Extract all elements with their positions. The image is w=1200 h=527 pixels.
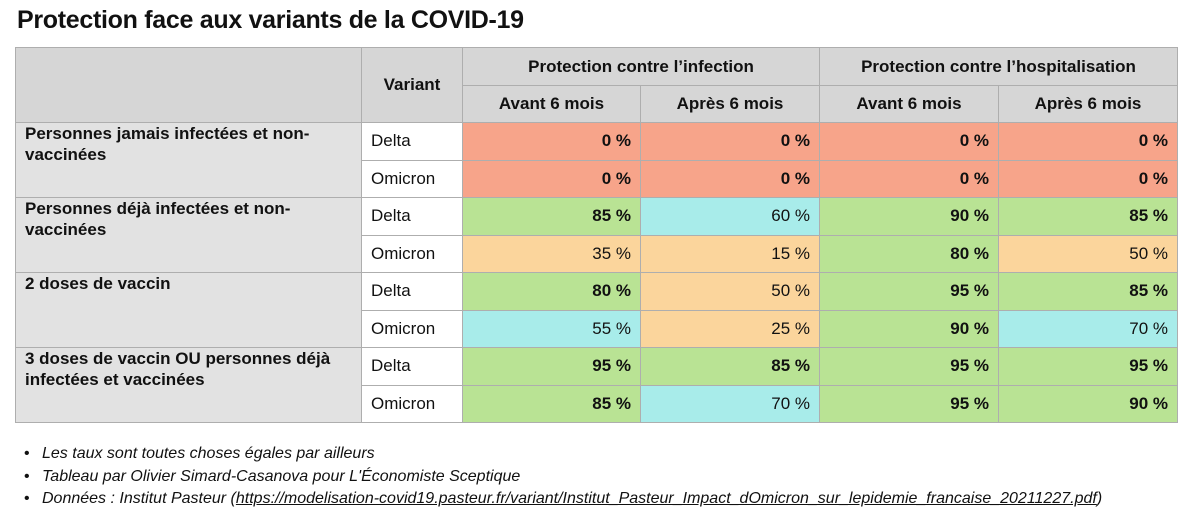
header-group-infection: Protection contre l’infection [462, 47, 820, 86]
table-body: Personnes jamais infectées et non-vaccin… [15, 122, 1178, 423]
value-cell: 95 % [819, 384, 999, 423]
variant-cell: Delta [361, 272, 463, 311]
value-cell: 85 % [998, 272, 1178, 311]
table-row: 3 doses de vaccin OU personnes déjà infe… [15, 347, 1178, 423]
value-cell: 90 % [998, 384, 1178, 423]
value-cell: 50 % [998, 234, 1178, 273]
note-source-suffix: ) [1096, 490, 1103, 507]
group-label: 3 doses de vaccin OU personnes déjà infe… [15, 347, 362, 423]
variant-cell: Omicron [361, 234, 463, 273]
value-cell: 50 % [640, 272, 820, 311]
value-cell: 95 % [819, 272, 999, 311]
group-label: Personnes jamais infectées et non-vaccin… [15, 122, 362, 198]
note-item-source: • Données : Institut Pasteur (https://mod… [24, 488, 1102, 511]
value-cell: 85 % [640, 347, 820, 386]
header-infection-after: Après 6 mois [640, 85, 820, 123]
notes-list: • Les taux sont toutes choses égales par … [24, 443, 1102, 511]
value-cell: 25 % [640, 309, 820, 348]
value-cell: 90 % [819, 197, 999, 236]
bullet-icon: • [24, 445, 30, 462]
value-cell: 95 % [819, 347, 999, 386]
variant-cell: Omicron [361, 384, 463, 423]
note-text: Tableau par Olivier Simard-Casanova pour… [42, 467, 521, 485]
value-cell: 0 % [462, 159, 641, 198]
value-cell: 95 % [462, 347, 641, 386]
value-cell: 95 % [998, 347, 1178, 386]
bullet-icon: • [24, 490, 30, 507]
header-row-periods: Avant 6 mois Après 6 mois Avant 6 mois A… [16, 85, 1178, 123]
header-corner [15, 47, 362, 123]
value-cell: 0 % [640, 159, 820, 198]
value-cell: 80 % [819, 234, 999, 273]
source-link[interactable]: https://modelisation-covid19.pasteur.fr/… [235, 490, 1097, 507]
table-row: 2 doses de vaccin Delta 80 % 50 % 95 % 85 % [15, 272, 1178, 348]
value-cell: 85 % [462, 197, 641, 236]
bullet-icon: • [24, 467, 30, 485]
header-hospitalisation-before: Avant 6 mois [819, 85, 999, 123]
protection-table: Variant Protection contre l’infection Pr… [15, 47, 1178, 423]
value-cell: 85 % [462, 384, 641, 423]
value-cell: 0 % [819, 122, 999, 161]
value-cell: 0 % [998, 159, 1178, 198]
table-row: Personnes déjà infectées et non-vaccinée… [15, 197, 1178, 273]
value-cell: 0 % [819, 159, 999, 198]
value-cell: 0 % [640, 122, 820, 161]
value-cell: 55 % [462, 309, 641, 348]
table-row: Omicron 0 % 0 % 0 % 0 % [16, 159, 1178, 198]
note-item: • Les taux sont toutes choses égales par … [24, 443, 1102, 466]
value-cell: 35 % [462, 234, 641, 273]
value-cell: 0 % [462, 122, 641, 161]
group-label: 2 doses de vaccin [15, 272, 362, 348]
variant-cell: Delta [361, 347, 463, 386]
note-item: • Tableau par Olivier Simard-Casanova pou… [24, 466, 1102, 489]
value-cell: 90 % [819, 309, 999, 348]
table-row: Omicron 85 % 70 % 95 % 90 % [16, 384, 1178, 423]
page-title: Protection face aux variants de la COVID… [17, 6, 524, 34]
header-group-hospitalisation: Protection contre l’hospitalisation [819, 47, 1178, 86]
variant-cell: Delta [361, 122, 463, 161]
value-cell: 0 % [998, 122, 1178, 161]
table-row: Personnes jamais infectées et non-vaccin… [15, 122, 1178, 198]
header-row-groups: Variant Protection contre l’infection Pr… [15, 47, 1178, 123]
group-label: Personnes déjà infectées et non-vaccinée… [15, 197, 362, 273]
value-cell: 70 % [640, 384, 820, 423]
table-row: Omicron 55 % 25 % 90 % 70 % [16, 309, 1178, 348]
value-cell: 15 % [640, 234, 820, 273]
header-variant: Variant [361, 47, 463, 123]
value-cell: 80 % [462, 272, 641, 311]
value-cell: 60 % [640, 197, 820, 236]
variant-cell: Omicron [361, 159, 463, 198]
variant-cell: Omicron [361, 309, 463, 348]
variant-cell: Delta [361, 197, 463, 236]
value-cell: 85 % [998, 197, 1178, 236]
note-text: Les taux sont toutes choses égales par a… [42, 445, 375, 462]
header-hospitalisation-after: Après 6 mois [998, 85, 1178, 123]
table-row: Omicron 35 % 15 % 80 % 50 % [16, 234, 1178, 273]
header-infection-before: Avant 6 mois [462, 85, 641, 123]
note-source-prefix: Données : Institut Pasteur ( [42, 490, 236, 507]
value-cell: 70 % [998, 309, 1178, 348]
